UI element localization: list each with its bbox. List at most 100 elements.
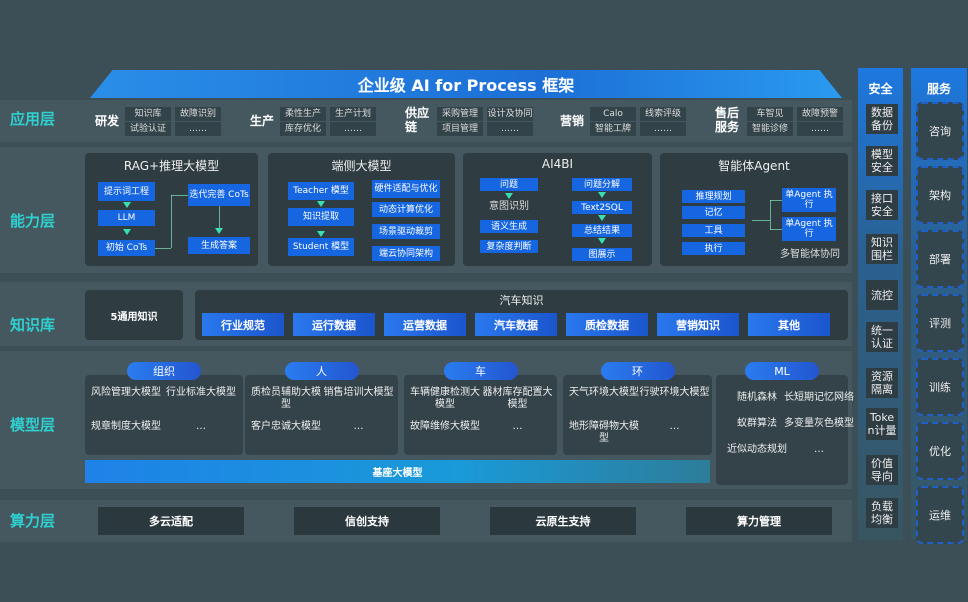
service-item[interactable]: 运维: [916, 486, 964, 544]
app-item[interactable]: 智能工牌: [590, 122, 636, 136]
app-item[interactable]: 项目管理: [437, 122, 483, 136]
knowledge-item[interactable]: 汽车数据: [475, 313, 557, 336]
model-item[interactable]: …: [196, 421, 206, 432]
app-item[interactable]: 设计及协同: [487, 107, 533, 121]
model-item[interactable]: …: [353, 421, 364, 432]
model-item[interactable]: 多变量灰色模型: [784, 418, 854, 429]
knowledge-item[interactable]: 营销知识: [657, 313, 739, 336]
app-item[interactable]: 知识库: [125, 107, 171, 121]
capability-box[interactable]: 初始 CoTs: [98, 240, 155, 256]
model-item[interactable]: 随机森林: [737, 392, 777, 403]
app-item[interactable]: 智能诊修: [747, 122, 793, 136]
capability-box[interactable]: 语义生成: [480, 220, 538, 233]
app-item[interactable]: ……: [330, 122, 376, 136]
app-item[interactable]: 故障识别: [175, 107, 221, 121]
capability-box[interactable]: 场景驱动裁剪: [372, 224, 440, 239]
capability-box[interactable]: 动态计算优化: [372, 202, 440, 217]
capability-box[interactable]: Text2SQL: [572, 201, 632, 214]
app-item[interactable]: 生产计划: [330, 107, 376, 121]
knowledge-item[interactable]: 运营数据: [384, 313, 466, 336]
security-item[interactable]: 资源隔离: [866, 368, 898, 398]
model-item[interactable]: 行驶环境大模型: [639, 387, 710, 398]
model-item[interactable]: 风险管理大模型: [91, 387, 161, 398]
capability-box[interactable]: 单Agent 执行: [782, 217, 836, 241]
service-item[interactable]: 优化: [916, 422, 964, 480]
app-item[interactable]: Calo: [590, 107, 636, 121]
compute-item[interactable]: 算力管理: [686, 507, 832, 535]
model-item[interactable]: 器材库存配置大模型: [482, 387, 553, 410]
app-item[interactable]: ……: [487, 122, 533, 136]
model-item[interactable]: 客户忠诚大模型: [251, 421, 321, 432]
capability-box[interactable]: 生成答案: [188, 237, 250, 254]
app-item[interactable]: 库存优化: [280, 122, 326, 136]
capability-box[interactable]: 图展示: [572, 248, 632, 261]
app-item[interactable]: ……: [797, 122, 843, 136]
compute-item[interactable]: 信创支持: [294, 507, 440, 535]
security-item[interactable]: Token计量: [866, 408, 898, 440]
compute-item[interactable]: 多云适配: [98, 507, 244, 535]
service-item[interactable]: 评测: [916, 294, 964, 352]
capability-box[interactable]: 问题: [480, 178, 538, 191]
app-item[interactable]: 线索评级: [640, 107, 686, 121]
security-item[interactable]: 知识围栏: [866, 234, 898, 264]
app-item[interactable]: ……: [175, 122, 221, 136]
service-item[interactable]: 部署: [916, 230, 964, 288]
model-category-pill[interactable]: 环: [600, 362, 675, 380]
knowledge-item[interactable]: 其他: [748, 313, 830, 336]
model-category-pill[interactable]: 组织: [127, 362, 201, 380]
compute-item[interactable]: 云原生支持: [490, 507, 636, 535]
model-item[interactable]: 车辆健康检测大模型: [410, 387, 480, 410]
knowledge-item[interactable]: 质检数据: [566, 313, 648, 336]
capability-box[interactable]: 端云协同架构: [372, 246, 440, 261]
model-item[interactable]: …: [814, 444, 824, 455]
security-item[interactable]: 接口安全: [866, 190, 898, 220]
knowledge-item[interactable]: 运行数据: [293, 313, 375, 336]
capability-box[interactable]: 提示词工程: [98, 182, 155, 201]
knowledge-item[interactable]: 行业规范: [202, 313, 284, 336]
model-item[interactable]: 天气环境大模型: [569, 387, 639, 398]
app-item[interactable]: 车智见: [747, 107, 793, 121]
capability-box[interactable]: 复杂度判断: [480, 240, 538, 253]
app-item[interactable]: 柔性生产: [280, 107, 326, 121]
app-item[interactable]: 采购管理: [437, 107, 483, 121]
capability-box[interactable]: Student 模型: [288, 238, 354, 256]
model-item[interactable]: 规章制度大模型: [91, 421, 161, 432]
capability-box[interactable]: 单Agent 执行: [782, 188, 836, 212]
model-item[interactable]: 质检员辅助大模型: [251, 387, 321, 410]
capability-box[interactable]: 工具: [682, 224, 745, 237]
model-category-pill[interactable]: 人: [284, 362, 359, 380]
capability-box[interactable]: 迭代完善 CoTs: [188, 184, 250, 206]
app-item[interactable]: ……: [640, 122, 686, 136]
capability-box[interactable]: LLM: [98, 210, 155, 226]
model-item[interactable]: …: [512, 421, 523, 432]
model-item[interactable]: 故障维修大模型: [410, 421, 480, 432]
model-item[interactable]: 近似动态规划: [727, 444, 787, 455]
model-item[interactable]: …: [669, 421, 680, 432]
app-item[interactable]: 故障预警: [797, 107, 843, 121]
model-category-pill[interactable]: ML: [745, 362, 819, 380]
service-item[interactable]: 训练: [916, 358, 964, 416]
capability-box[interactable]: 推理规划: [682, 190, 745, 203]
service-item[interactable]: 咨询: [916, 102, 964, 160]
capability-box[interactable]: 硬件适配与优化: [372, 180, 440, 198]
model-item[interactable]: 蚁群算法: [737, 418, 777, 429]
security-item[interactable]: 流控: [866, 280, 898, 310]
app-item[interactable]: 试验认证: [125, 122, 171, 136]
security-item[interactable]: 统一认证: [866, 322, 898, 352]
model-category-pill[interactable]: 车: [443, 362, 518, 380]
security-item[interactable]: 价值导向: [866, 455, 898, 485]
service-item[interactable]: 架构: [916, 166, 964, 224]
model-item[interactable]: 长短期记忆网络: [784, 392, 854, 403]
capability-box[interactable]: Teacher 模型: [288, 182, 354, 200]
capability-box[interactable]: 知识提取: [288, 208, 354, 226]
security-item[interactable]: 负载均衡: [866, 498, 898, 528]
capability-box[interactable]: 执行: [682, 242, 745, 255]
model-item[interactable]: 销售培训大模型: [323, 387, 394, 398]
capability-box[interactable]: 总结结果: [572, 224, 632, 237]
security-item[interactable]: 数据备份: [866, 104, 898, 134]
capability-box[interactable]: 记忆: [682, 206, 745, 219]
model-item[interactable]: 行业标准大模型: [166, 387, 236, 398]
model-item[interactable]: 地形障碍物大模型: [569, 421, 639, 444]
security-item[interactable]: 模型安全: [866, 146, 898, 176]
capability-box[interactable]: 问题分解: [572, 178, 632, 191]
